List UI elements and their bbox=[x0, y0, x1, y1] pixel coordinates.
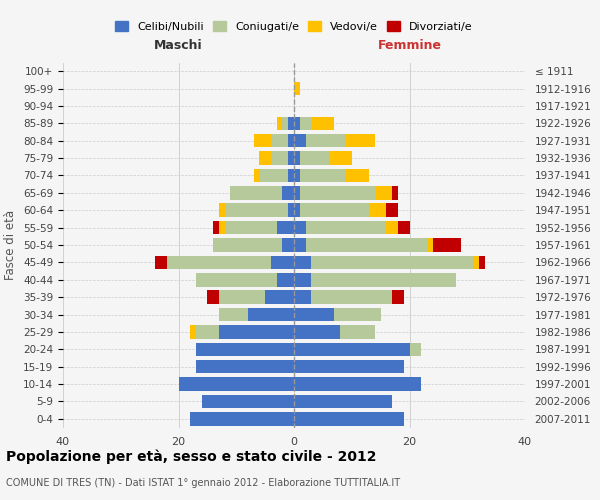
Bar bbox=[196, 360, 294, 374]
Bar bbox=[196, 325, 219, 338]
Bar bbox=[213, 221, 219, 234]
Bar bbox=[277, 273, 294, 286]
Legend: Celibi/Nubili, Coniugati/e, Vedovi/e, Divorziati/e: Celibi/Nubili, Coniugati/e, Vedovi/e, Di… bbox=[111, 17, 477, 36]
Bar bbox=[219, 221, 224, 234]
Bar bbox=[288, 168, 294, 182]
Bar bbox=[294, 134, 305, 147]
Bar bbox=[300, 152, 329, 165]
Bar bbox=[294, 168, 300, 182]
Bar bbox=[225, 204, 288, 217]
Bar bbox=[219, 204, 224, 217]
Bar bbox=[300, 186, 375, 200]
Bar bbox=[294, 378, 421, 391]
Bar bbox=[219, 325, 294, 338]
Bar bbox=[225, 221, 277, 234]
Bar bbox=[167, 256, 271, 269]
Bar bbox=[305, 238, 427, 252]
Bar bbox=[305, 221, 386, 234]
Text: Popolazione per età, sesso e stato civile - 2012: Popolazione per età, sesso e stato civil… bbox=[6, 450, 377, 464]
Bar bbox=[294, 204, 300, 217]
Bar bbox=[294, 116, 300, 130]
Bar bbox=[265, 290, 294, 304]
Bar bbox=[409, 342, 421, 356]
Bar bbox=[294, 290, 311, 304]
Bar bbox=[294, 342, 409, 356]
Bar bbox=[219, 308, 248, 322]
Bar bbox=[294, 360, 404, 374]
Bar bbox=[329, 152, 352, 165]
Bar bbox=[311, 116, 334, 130]
Bar bbox=[271, 152, 288, 165]
Bar bbox=[271, 134, 288, 147]
Bar bbox=[230, 186, 283, 200]
Bar bbox=[346, 134, 375, 147]
Bar bbox=[305, 134, 346, 147]
Y-axis label: Fasce di età: Fasce di età bbox=[4, 210, 17, 280]
Bar bbox=[479, 256, 485, 269]
Bar bbox=[213, 238, 283, 252]
Bar bbox=[294, 186, 300, 200]
Bar bbox=[288, 204, 294, 217]
Bar bbox=[375, 186, 392, 200]
Bar bbox=[179, 378, 294, 391]
Bar bbox=[277, 221, 294, 234]
Bar bbox=[277, 116, 283, 130]
Bar bbox=[254, 134, 271, 147]
Bar bbox=[392, 290, 404, 304]
Bar bbox=[346, 168, 369, 182]
Text: Maschi: Maschi bbox=[154, 39, 203, 52]
Bar bbox=[196, 273, 277, 286]
Bar bbox=[254, 168, 259, 182]
Bar bbox=[202, 394, 294, 408]
Y-axis label: Anni di nascita: Anni di nascita bbox=[598, 202, 600, 288]
Bar bbox=[294, 308, 334, 322]
Text: Femmine: Femmine bbox=[377, 39, 442, 52]
Bar bbox=[259, 168, 288, 182]
Bar bbox=[386, 221, 398, 234]
Bar bbox=[283, 238, 294, 252]
Bar bbox=[190, 412, 294, 426]
Bar bbox=[288, 152, 294, 165]
Bar bbox=[473, 256, 479, 269]
Bar bbox=[288, 134, 294, 147]
Bar bbox=[392, 186, 398, 200]
Bar bbox=[294, 221, 305, 234]
Bar bbox=[386, 204, 398, 217]
Bar bbox=[340, 325, 375, 338]
Bar bbox=[248, 308, 294, 322]
Bar bbox=[294, 238, 305, 252]
Bar bbox=[283, 116, 288, 130]
Bar bbox=[294, 412, 404, 426]
Bar bbox=[294, 82, 300, 96]
Bar bbox=[427, 238, 433, 252]
Bar bbox=[311, 273, 456, 286]
Text: COMUNE DI TRES (TN) - Dati ISTAT 1° gennaio 2012 - Elaborazione TUTTITALIA.IT: COMUNE DI TRES (TN) - Dati ISTAT 1° genn… bbox=[6, 478, 400, 488]
Bar bbox=[300, 116, 311, 130]
Bar bbox=[300, 168, 346, 182]
Bar bbox=[283, 186, 294, 200]
Bar bbox=[369, 204, 386, 217]
Bar bbox=[311, 256, 473, 269]
Bar bbox=[311, 290, 392, 304]
Bar bbox=[271, 256, 294, 269]
Bar bbox=[288, 116, 294, 130]
Bar bbox=[259, 152, 271, 165]
Bar bbox=[196, 342, 294, 356]
Bar bbox=[294, 152, 300, 165]
Bar bbox=[294, 394, 392, 408]
Bar bbox=[155, 256, 167, 269]
Bar bbox=[334, 308, 380, 322]
Bar bbox=[398, 221, 409, 234]
Bar bbox=[219, 290, 265, 304]
Bar bbox=[190, 325, 196, 338]
Bar bbox=[294, 273, 311, 286]
Bar bbox=[433, 238, 461, 252]
Bar bbox=[208, 290, 219, 304]
Bar bbox=[294, 256, 311, 269]
Bar bbox=[300, 204, 369, 217]
Bar bbox=[294, 325, 340, 338]
